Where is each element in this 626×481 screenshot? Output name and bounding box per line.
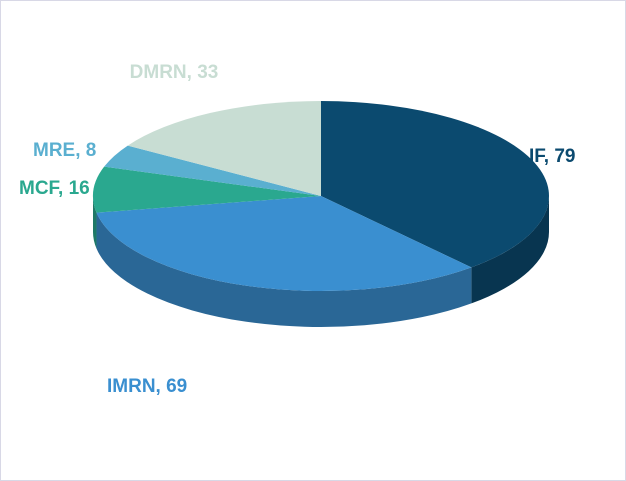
slice [127,101,321,196]
slice [321,101,549,268]
slice-side [96,212,472,328]
slice [104,145,321,196]
slice [92,166,321,213]
data-label: IMRN, 69 [107,376,188,397]
data-label: IF, 79 [529,146,576,167]
slice-side [471,196,549,304]
slice [96,196,472,291]
slice-side [93,196,97,249]
data-label: MRE, 8 [33,140,97,161]
data-label: MCF, 16 [19,178,90,199]
data-label: DMRN, 33 [129,62,219,83]
